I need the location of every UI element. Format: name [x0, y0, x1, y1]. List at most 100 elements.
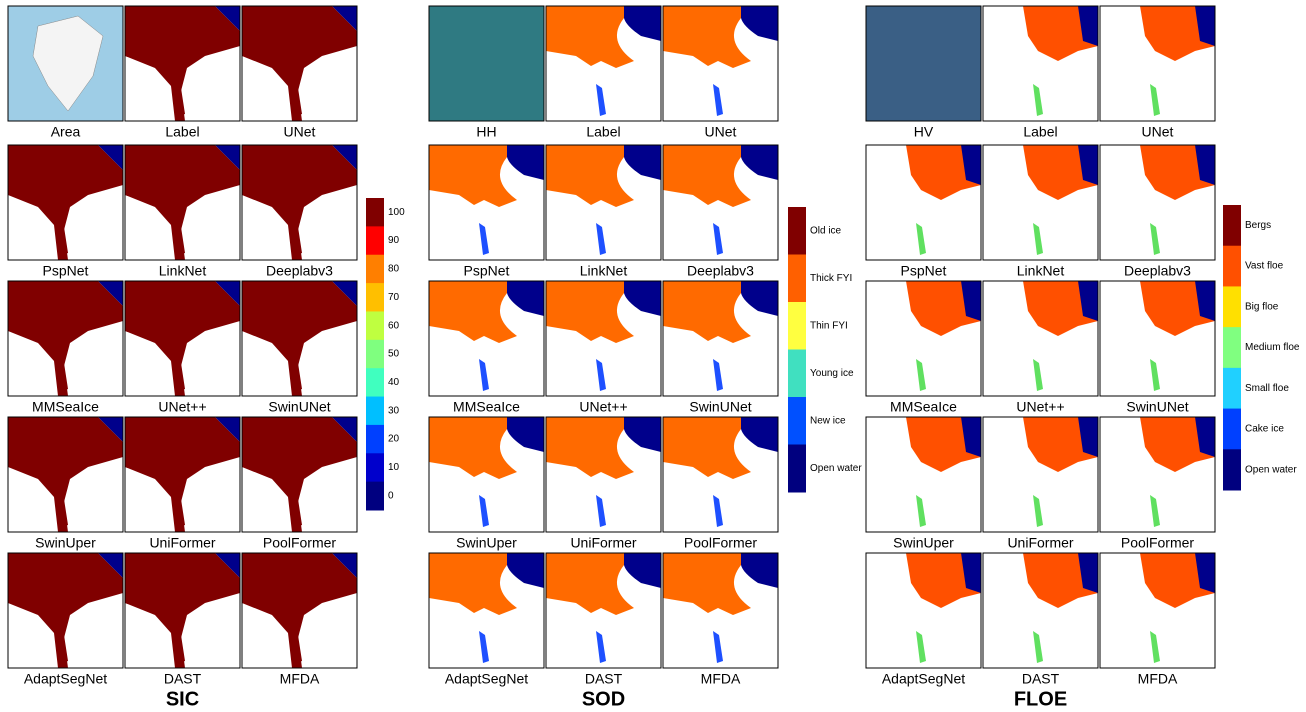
colorbar-label: Young ice: [810, 368, 854, 379]
tile: [983, 145, 1098, 260]
tile-label: AdaptSegNet: [445, 671, 528, 687]
tile: [1100, 281, 1215, 396]
colorbar-label: Open water: [810, 463, 862, 474]
tile: [663, 417, 778, 532]
tile: [663, 281, 778, 396]
colorbar-segment: [788, 302, 806, 350]
tile: [8, 6, 123, 121]
colorbar-label: Small floe: [1245, 383, 1289, 394]
colorbar-segment: [366, 453, 384, 482]
colorbar-segment: [788, 445, 806, 493]
tile-label: UniFormer: [570, 535, 636, 551]
colorbar-segment: [788, 255, 806, 303]
tile: [125, 6, 240, 121]
colorbar-label: Vast floe: [1245, 261, 1284, 272]
colorbar-segment: [366, 425, 384, 454]
tile: [429, 553, 544, 668]
colorbar-label: 90: [388, 235, 400, 246]
tile: [1100, 145, 1215, 260]
tile-label: MMSeaIce: [453, 399, 520, 415]
tile: [546, 281, 661, 396]
colorbar-segment: [366, 397, 384, 426]
tile: [663, 145, 778, 260]
colorbar-segment: [366, 283, 384, 312]
colorbar-segment: [366, 198, 384, 227]
tile: [866, 6, 981, 121]
tile-label: MMSeaIce: [32, 399, 99, 415]
colorbar-label: 20: [388, 434, 400, 445]
colorbar-label: Old ice: [810, 225, 842, 236]
tile-label: SwinUper: [893, 535, 954, 551]
colorbar-segment: [788, 207, 806, 255]
colorbar-segment: [366, 368, 384, 397]
tile-label: PoolFormer: [684, 535, 757, 551]
tile: [429, 6, 544, 121]
tile: [242, 553, 357, 668]
colorbar-segment: [366, 340, 384, 369]
colorbar-segment: [788, 397, 806, 445]
colorbar-label: Bergs: [1245, 220, 1271, 231]
tile: [983, 281, 1098, 396]
tile-label: AdaptSegNet: [24, 671, 107, 687]
colorbar-label: New ice: [810, 415, 846, 426]
tile-label: Area: [51, 124, 81, 140]
panel-title: SIC: [166, 688, 199, 710]
colorbar-label: 50: [388, 349, 400, 360]
colorbar-segment: [1223, 368, 1241, 409]
tile: [983, 553, 1098, 668]
tile-label: PspNet: [464, 263, 510, 279]
colorbar-label: 70: [388, 292, 400, 303]
tile-label: Deeplabv3: [1124, 263, 1191, 279]
tile-label: Deeplabv3: [266, 263, 333, 279]
colorbar-label: Thin FYI: [810, 320, 848, 331]
tile-label: AdaptSegNet: [882, 671, 965, 687]
colorbar-label: 30: [388, 405, 400, 416]
colorbar-segment: [1223, 449, 1241, 490]
tile-label: SwinUNet: [1126, 399, 1188, 415]
tile-label: SwinUper: [35, 535, 96, 551]
colorbar-label: Big floe: [1245, 301, 1279, 312]
tile-label: LinkNet: [1017, 263, 1065, 279]
tile: [429, 417, 544, 532]
tile: [242, 417, 357, 532]
tile-label: SwinUper: [456, 535, 517, 551]
tile: [866, 553, 981, 668]
colorbar-segment: [1223, 246, 1241, 287]
tile: [8, 417, 123, 532]
tile: [125, 553, 240, 668]
tile: [546, 145, 661, 260]
colorbar-segment: [788, 350, 806, 398]
tile: [125, 281, 240, 396]
tile-label: PspNet: [43, 263, 89, 279]
colorbar-label: Thick FYI: [810, 273, 852, 284]
tile-label: UNet++: [158, 399, 206, 415]
tile: [429, 281, 544, 396]
tile-label: LinkNet: [159, 263, 207, 279]
tile-label: UNet: [284, 124, 316, 140]
tile: [125, 145, 240, 260]
tile-image: [866, 6, 981, 121]
tile-label: UniFormer: [1007, 535, 1073, 551]
tile-label: HV: [914, 124, 934, 140]
colorbar-segment: [366, 255, 384, 284]
tile: [429, 145, 544, 260]
tile-label: MMSeaIce: [890, 399, 957, 415]
panel-title: FLOE: [1014, 688, 1067, 710]
tile-label: UniFormer: [149, 535, 215, 551]
colorbar-label: Medium floe: [1245, 342, 1300, 353]
colorbar-label: 80: [388, 264, 400, 275]
tile-image: [429, 6, 544, 121]
tile-label: Label: [165, 124, 199, 140]
tile-label: PspNet: [901, 263, 947, 279]
tile-label: Label: [1023, 124, 1057, 140]
tile: [983, 417, 1098, 532]
tile: [1100, 417, 1215, 532]
tile-label: PoolFormer: [263, 535, 336, 551]
colorbar-segment: [1223, 205, 1241, 246]
tile: [125, 417, 240, 532]
tile-label: PoolFormer: [1121, 535, 1194, 551]
tile-label: LinkNet: [580, 263, 628, 279]
tile-label: UNet++: [579, 399, 627, 415]
tile: [546, 417, 661, 532]
colorbar-label: 100: [388, 207, 405, 218]
